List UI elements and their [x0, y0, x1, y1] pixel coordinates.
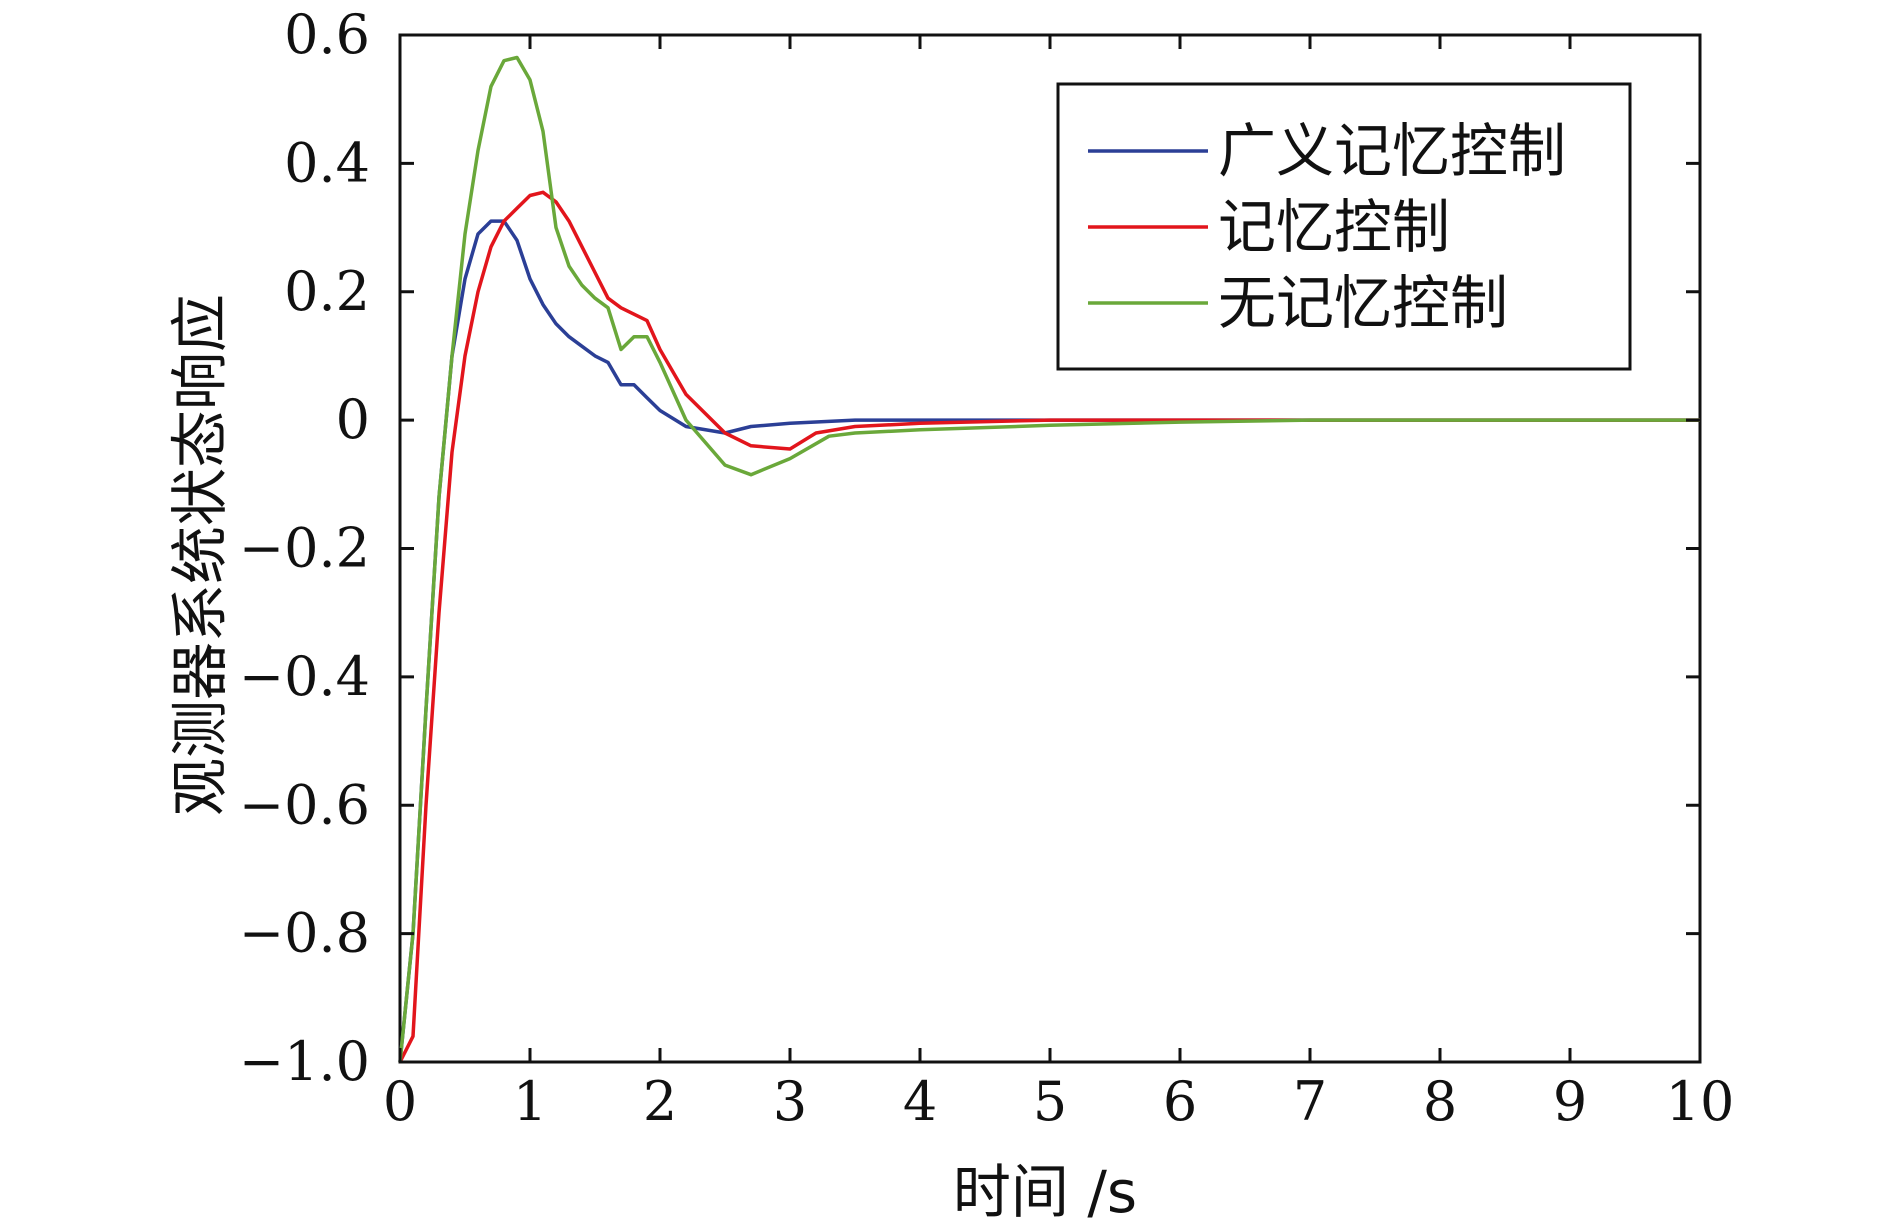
- x-tick-label: 0: [383, 1070, 417, 1133]
- legend-label-2: 记忆控制: [1218, 193, 1450, 261]
- x-tick-label: 8: [1423, 1070, 1457, 1133]
- x-axis-label: 时间 /s: [953, 1158, 1137, 1226]
- x-tick-label: 5: [1033, 1070, 1067, 1133]
- y-tick-label: −0.4: [239, 645, 370, 708]
- legend-label-3: 无记忆控制: [1218, 269, 1508, 337]
- x-tick-label: 1: [513, 1070, 547, 1133]
- series-layer: [398, 55, 1700, 1063]
- y-tick-label: −0.8: [239, 902, 370, 965]
- x-tick-label: 10: [1666, 1070, 1735, 1133]
- y-tick-label: 0.4: [284, 131, 370, 194]
- x-tick-label: 4: [903, 1070, 937, 1133]
- y-tick-label: −1.0: [239, 1030, 370, 1093]
- y-tick-label: 0.6: [284, 3, 370, 66]
- series-line-3: [398, 55, 1700, 1063]
- x-tick-label: 2: [643, 1070, 677, 1133]
- x-tick-label: 7: [1293, 1070, 1327, 1133]
- y-tick-label: −0.6: [239, 773, 370, 836]
- x-tick-label: 9: [1553, 1070, 1587, 1133]
- x-tick-label: 3: [773, 1070, 807, 1133]
- x-tick-label: 6: [1163, 1070, 1197, 1133]
- series-line-2: [398, 190, 1700, 1063]
- y-axis-label: 观测器系统状态响应: [166, 294, 234, 816]
- y-tick-label: 0.2: [284, 260, 370, 323]
- y-tick-label: −0.2: [239, 517, 370, 580]
- legend-label-1: 广义记忆控制: [1218, 117, 1566, 185]
- y-tick-label: 0: [336, 388, 370, 451]
